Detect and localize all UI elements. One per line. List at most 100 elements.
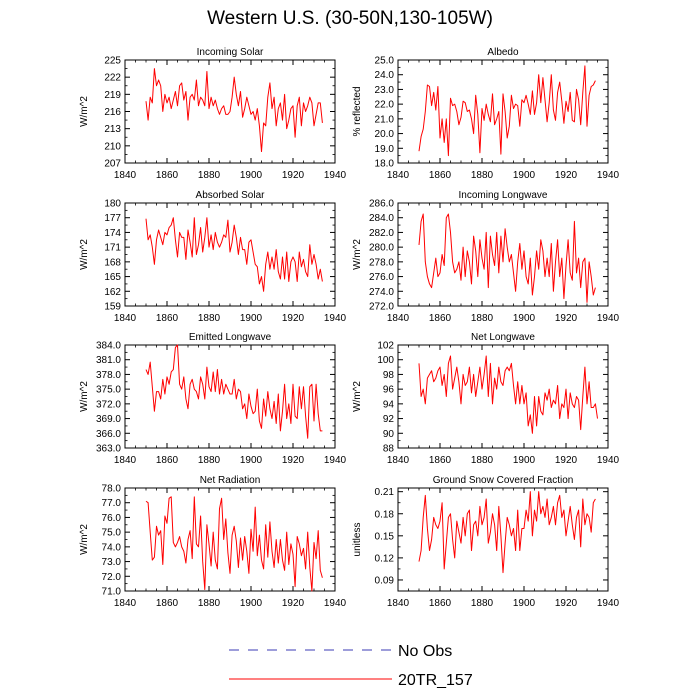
x-tick-label: 1940 [597,455,620,466]
y-tick-label: 0.12 [375,553,395,564]
y-tick-label: 219 [104,90,121,101]
x-tick-label: 1900 [240,598,263,609]
y-tick-label: 210 [104,141,121,152]
y-axis-label: W/m^2 [79,381,90,412]
x-tick-label: 1840 [114,598,137,609]
x-tick-label: 1920 [282,455,305,466]
panel-7: Net Radiation 1840 1860 1880 1900 1920 1940 71.… [79,475,347,609]
y-tick-label: 363.0 [96,444,121,455]
x-tick-label: 1880 [198,170,221,181]
x-tick-label: 1860 [156,455,179,466]
x-tick-label: 1940 [597,170,620,181]
y-tick-label: 78.0 [102,484,122,495]
y-tick-label: 0.21 [375,487,395,498]
plot-frame [397,487,609,592]
x-tick-label: 1920 [555,455,578,466]
y-tick-label: 381.0 [96,355,121,366]
panel-1: Incoming Solar 1840 1860 1880 1900 1920 1940 20… [79,47,347,181]
y-tick-label: 177 [104,213,121,224]
y-tick-label: 90 [383,429,395,440]
panel-title: Net Radiation [200,475,261,486]
x-tick-label: 1940 [324,598,347,609]
y-tick-label: 159 [104,302,121,313]
y-tick-label: 98 [383,370,395,381]
y-tick-label: 162 [104,287,121,298]
y-tick-label: 286.0 [369,199,394,210]
y-axis-label: W/m^2 [352,239,363,270]
series-line [418,355,598,434]
panel-8: Ground Snow Covered Fraction 1840 1860 1880… [352,475,620,609]
y-tick-label: 20.0 [375,129,395,140]
x-tick-label: 1880 [198,455,221,466]
x-tick-label: 1920 [555,313,578,324]
y-tick-label: 282.0 [369,228,394,239]
panel-title: Absorbed Solar [196,190,266,201]
y-axis-label: W/m^2 [79,96,90,127]
y-tick-label: 75.0 [102,528,122,539]
legend-label-model: 20TR_157 [398,672,473,689]
series-line [145,217,323,292]
x-tick-label: 1880 [471,170,494,181]
y-tick-label: 180 [104,199,121,210]
y-tick-label: 74.0 [102,542,122,553]
x-tick-label: 1840 [387,313,410,324]
y-tick-label: 171 [104,243,121,254]
y-tick-label: 276.0 [369,272,394,283]
x-tick-label: 1900 [513,455,536,466]
y-tick-label: 274.0 [369,287,394,298]
panel-title: Incoming Longwave [459,190,548,201]
series-line [145,68,323,153]
y-tick-label: 18.0 [375,159,395,170]
x-tick-label: 1880 [471,598,494,609]
y-tick-label: 24.0 [375,70,395,81]
y-tick-label: 216 [104,107,121,118]
y-tick-label: 272.0 [369,302,394,313]
y-tick-label: 174 [104,228,121,239]
panel-title: Emitted Longwave [189,332,272,343]
y-tick-label: 378.0 [96,370,121,381]
x-tick-label: 1900 [240,455,263,466]
y-tick-label: 94 [383,399,395,410]
y-tick-label: 100 [377,355,394,366]
figure-title: Western U.S. (30-50N,130-105W) [207,8,493,29]
plot-frame [397,59,609,164]
series-line [145,496,323,592]
legend: No Obs 20TR_157 [229,643,473,689]
y-axis-label: W/m^2 [352,381,363,412]
y-tick-label: 88 [383,444,395,455]
panel-title: Incoming Solar [197,47,264,58]
y-tick-label: 73.0 [102,557,122,568]
x-tick-label: 1900 [513,598,536,609]
y-axis-label: unitless [352,523,363,557]
y-tick-label: 0.15 [375,531,395,542]
y-tick-label: 76.0 [102,513,122,524]
y-tick-label: 23.0 [375,85,395,96]
x-tick-label: 1860 [429,170,452,181]
panel-5: Emitted Longwave 1840 1860 1880 1900 1920 1940… [79,332,347,466]
series-line [418,65,596,157]
y-tick-label: 213 [104,124,121,135]
y-tick-label: 168 [104,257,121,268]
series-line [418,491,596,574]
x-tick-label: 1860 [156,598,179,609]
y-axis-label: W/m^2 [79,524,90,555]
x-tick-label: 1940 [597,313,620,324]
x-tick-label: 1900 [513,170,536,181]
y-tick-label: 72.0 [102,572,122,583]
plot-frame [124,344,336,449]
y-tick-label: 19.0 [375,144,395,155]
y-tick-label: 22.0 [375,100,395,111]
x-tick-label: 1940 [324,455,347,466]
x-tick-label: 1860 [156,170,179,181]
x-tick-label: 1840 [387,455,410,466]
x-tick-label: 1840 [114,455,137,466]
x-tick-label: 1880 [471,313,494,324]
y-tick-label: 384.0 [96,341,121,352]
x-tick-label: 1920 [282,170,305,181]
x-tick-label: 1880 [198,598,221,609]
x-tick-label: 1900 [513,313,536,324]
panel-4: Incoming Longwave 1840 1860 1880 1900 1920 194… [352,190,620,324]
y-tick-label: 92 [383,414,395,425]
x-tick-label: 1940 [324,313,347,324]
